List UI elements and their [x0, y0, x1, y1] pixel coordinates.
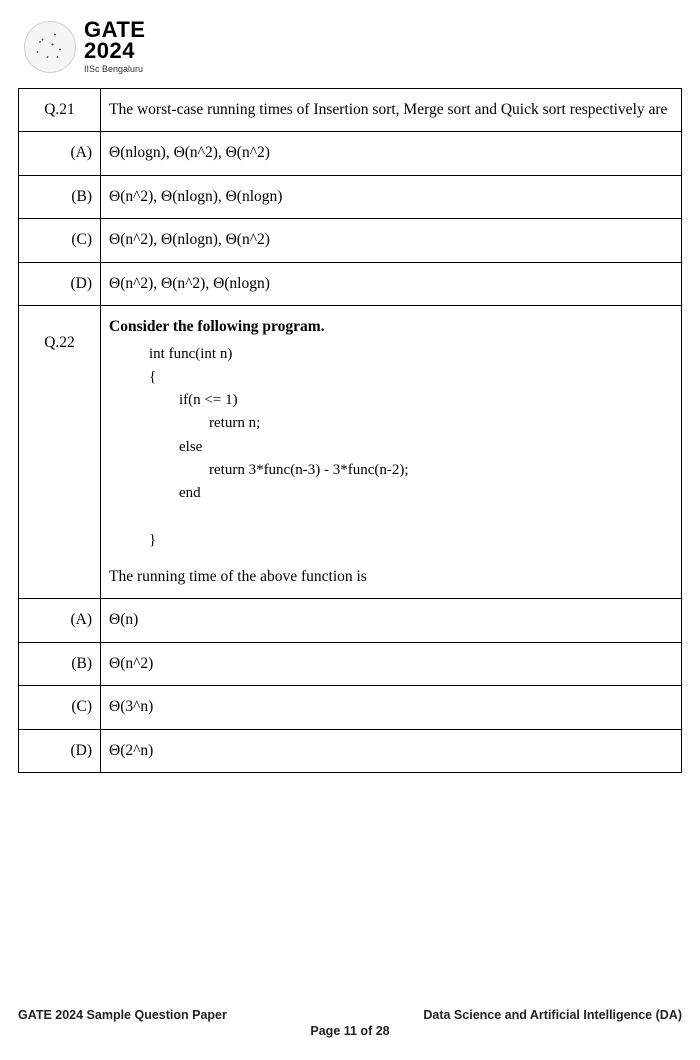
- page-header: GATE 2024 IISc Bengaluru: [24, 20, 682, 74]
- question-prompt-bold: Consider the following program.: [109, 316, 673, 338]
- option-text: Θ(n^2), Θ(nlogn), Θ(nlogn): [101, 175, 682, 218]
- footer-page: Page 11 of 28: [18, 1024, 682, 1038]
- page-footer: GATE 2024 Sample Question Paper Data Sci…: [18, 1008, 682, 1038]
- header-title-line2: 2024: [84, 41, 145, 62]
- option-label: (C): [19, 219, 101, 262]
- question-row: Q.21 The worst-case running times of Ins…: [19, 88, 682, 131]
- option-text: Θ(n^2), Θ(nlogn), Θ(n^2): [101, 219, 682, 262]
- footer-left: GATE 2024 Sample Question Paper: [18, 1008, 227, 1022]
- option-row: (B) Θ(n^2), Θ(nlogn), Θ(nlogn): [19, 175, 682, 218]
- option-row: (C) Θ(3^n): [19, 686, 682, 729]
- option-text: Θ(n^2), Θ(n^2), Θ(nlogn): [101, 262, 682, 305]
- gate-logo-icon: [24, 21, 76, 73]
- question-number: Q.21: [19, 88, 101, 131]
- footer-right: Data Science and Artificial Intelligence…: [423, 1008, 682, 1022]
- code-block: int func(int n) { if(n <= 1) return n; e…: [149, 343, 673, 552]
- option-label: (A): [19, 599, 101, 642]
- option-row: (B) Θ(n^2): [19, 642, 682, 685]
- option-text: Θ(nlogn), Θ(n^2), Θ(n^2): [101, 132, 682, 175]
- questions-table: Q.21 The worst-case running times of Ins…: [18, 88, 682, 773]
- question-prompt: The worst-case running times of Insertio…: [101, 88, 682, 131]
- option-text: Θ(2^n): [101, 729, 682, 772]
- option-label: (B): [19, 642, 101, 685]
- question-body: Consider the following program. int func…: [101, 306, 682, 599]
- option-label: (D): [19, 729, 101, 772]
- question-row: Q.22 Consider the following program. int…: [19, 306, 682, 599]
- option-text: Θ(n): [101, 599, 682, 642]
- option-label: (B): [19, 175, 101, 218]
- header-subtitle: IISc Bengaluru: [84, 64, 145, 74]
- option-label: (A): [19, 132, 101, 175]
- option-row: (A) Θ(n): [19, 599, 682, 642]
- option-text: Θ(3^n): [101, 686, 682, 729]
- header-text: GATE 2024 IISc Bengaluru: [84, 20, 145, 74]
- option-text: Θ(n^2): [101, 642, 682, 685]
- option-row: (C) Θ(n^2), Θ(nlogn), Θ(n^2): [19, 219, 682, 262]
- option-label: (C): [19, 686, 101, 729]
- option-label: (D): [19, 262, 101, 305]
- question-number: Q.22: [19, 306, 101, 599]
- option-row: (D) Θ(n^2), Θ(n^2), Θ(nlogn): [19, 262, 682, 305]
- option-row: (A) Θ(nlogn), Θ(n^2), Θ(n^2): [19, 132, 682, 175]
- option-row: (D) Θ(2^n): [19, 729, 682, 772]
- question-trailing: The running time of the above function i…: [109, 566, 673, 588]
